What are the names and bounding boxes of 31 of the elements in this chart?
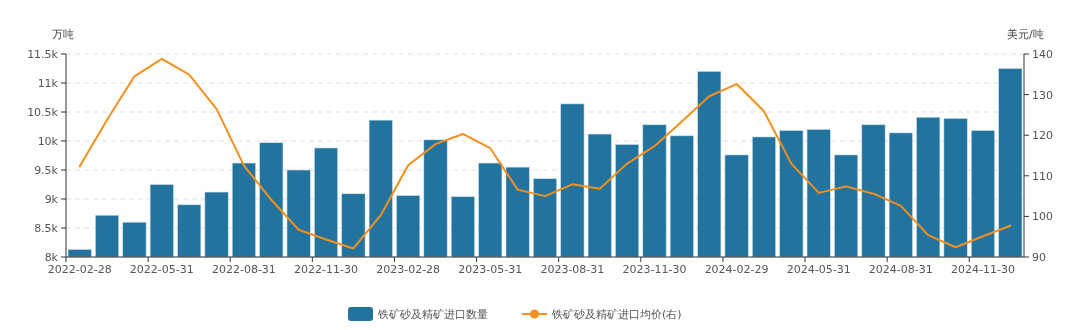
y2-tick-label: 100 xyxy=(1032,210,1053,224)
x-tick-label: 2023-05-31 xyxy=(458,263,523,276)
x-tick-label: 2023-11-30 xyxy=(622,263,687,276)
y2-tick-label: 110 xyxy=(1032,169,1053,183)
y2-tick-label: 140 xyxy=(1032,48,1053,61)
y2-tick-label: 120 xyxy=(1032,129,1053,143)
y-tick-label: 11.5k xyxy=(27,48,59,61)
x-tick-label: 2023-02-28 xyxy=(376,263,441,276)
y-tick-label: 9k xyxy=(44,193,59,206)
x-tick-label: 2022-08-31 xyxy=(211,263,276,276)
x-tick-label: 2022-05-31 xyxy=(129,263,194,276)
x-tick-label: 2024-05-31 xyxy=(786,263,851,276)
x-tick-label: 2022-11-30 xyxy=(294,263,358,276)
y-tick-label: 11k xyxy=(37,77,59,90)
legend-label: 铁矿砂及精矿进口数量 xyxy=(377,308,488,321)
legend-label: 铁矿砂及精矿进口均价(右) xyxy=(551,308,682,321)
y-tick-label: 8k xyxy=(44,251,59,264)
y2-tick-label: 90 xyxy=(1032,251,1046,264)
x-tick-label: 2024-02-29 xyxy=(704,263,769,276)
y-tick-label: 10k xyxy=(37,135,59,148)
x-tick-label: 2022-02-28 xyxy=(47,263,112,276)
x-tick-label: 2023-08-31 xyxy=(540,263,605,276)
y-tick-label: 9.5k xyxy=(34,164,59,177)
y-axis-title: 万吨 xyxy=(52,28,74,41)
y-tick-label: 8.5k xyxy=(34,222,59,235)
y2-tick-label: 130 xyxy=(1032,88,1053,102)
y-tick-label: 10.5k xyxy=(27,106,59,119)
line-series xyxy=(78,57,1012,250)
y2-axis-title: 美元/吨 xyxy=(1007,28,1044,41)
x-tick-label: 2024-08-31 xyxy=(868,263,933,276)
x-tick-label: 2024-11-30 xyxy=(950,263,1015,276)
